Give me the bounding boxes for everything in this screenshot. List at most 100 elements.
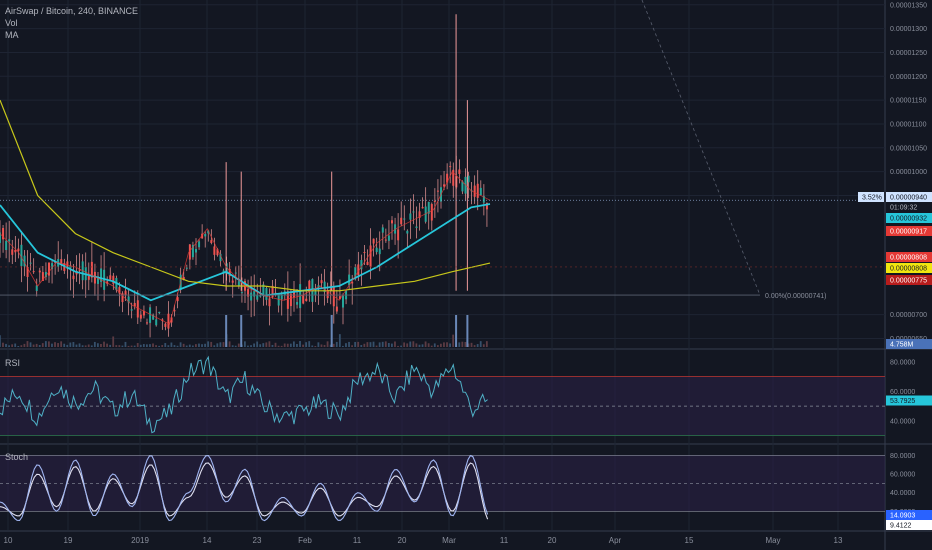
candle-body bbox=[415, 226, 418, 228]
x-tick-label: 20 bbox=[398, 536, 407, 545]
candle-body bbox=[35, 285, 38, 291]
candle-body bbox=[329, 289, 332, 291]
candle-body bbox=[152, 314, 155, 320]
volume-bar bbox=[381, 341, 384, 347]
volume-bar bbox=[418, 344, 421, 347]
candle-body bbox=[372, 238, 375, 244]
volume-bar bbox=[342, 345, 344, 347]
x-tick-label: 13 bbox=[834, 536, 843, 545]
candle-body bbox=[231, 280, 234, 283]
volume-bar bbox=[121, 345, 124, 347]
volume-bar bbox=[397, 345, 399, 347]
candle-body bbox=[250, 292, 253, 301]
volume-bar bbox=[400, 345, 402, 347]
volume-bar bbox=[149, 344, 151, 347]
candle-body bbox=[72, 275, 75, 280]
volume-bar bbox=[280, 345, 283, 347]
candle-body bbox=[280, 294, 283, 300]
volume-bar bbox=[305, 342, 308, 347]
stoch-pane-label[interactable]: Stoch bbox=[5, 452, 29, 462]
candle-body bbox=[93, 271, 96, 284]
candle-body bbox=[366, 261, 369, 265]
volume-bar bbox=[216, 343, 219, 347]
volume-bar bbox=[198, 343, 200, 347]
volume-bar bbox=[289, 343, 292, 347]
candle-body bbox=[403, 218, 406, 220]
candle-body bbox=[115, 277, 118, 291]
ma-indicator-label[interactable]: MA bbox=[5, 30, 19, 40]
candle-body bbox=[90, 261, 93, 278]
candle-body bbox=[228, 268, 231, 277]
rsi-tick-label: 60.0000 bbox=[890, 389, 915, 396]
candle-body bbox=[409, 213, 412, 220]
volume-bar bbox=[250, 345, 252, 347]
volume-bar bbox=[424, 341, 427, 347]
volume-bar bbox=[11, 344, 14, 347]
rsi-pane bbox=[0, 355, 885, 437]
price-tag bbox=[886, 252, 932, 262]
volume-bar bbox=[360, 345, 363, 347]
volume-bar bbox=[415, 343, 418, 347]
volume-bar bbox=[32, 344, 35, 347]
volume-bar bbox=[54, 342, 56, 347]
candle-body bbox=[369, 245, 372, 267]
candle-body bbox=[23, 255, 26, 267]
volume-bar bbox=[476, 344, 479, 347]
volume-bar bbox=[262, 343, 265, 347]
volume-bar bbox=[213, 345, 216, 347]
volume-bar bbox=[219, 342, 222, 347]
candle-body bbox=[320, 280, 323, 284]
volume-bar bbox=[237, 343, 240, 347]
candle-body bbox=[452, 169, 455, 186]
x-tick-label: Mar bbox=[442, 536, 456, 545]
volume-bar bbox=[286, 343, 289, 347]
volume-bar bbox=[449, 343, 451, 347]
percent-badge bbox=[858, 192, 884, 202]
volume-bar bbox=[127, 345, 130, 347]
volume-bar bbox=[311, 345, 314, 347]
candle-body bbox=[20, 244, 23, 267]
candle-body bbox=[271, 285, 274, 297]
price-tag bbox=[886, 263, 932, 273]
candle-body bbox=[176, 297, 179, 302]
volume-bar bbox=[176, 345, 179, 347]
volume-bar bbox=[274, 342, 277, 347]
price-tag-label: 01:09:32 bbox=[890, 205, 917, 212]
volume-spike bbox=[466, 315, 469, 347]
stoch-k-line bbox=[0, 454, 489, 522]
candle-body bbox=[296, 302, 299, 305]
vol-indicator-label[interactable]: Vol bbox=[5, 18, 18, 28]
candle-body bbox=[237, 281, 240, 287]
rsi-pane-label[interactable]: RSI bbox=[5, 358, 21, 368]
volume-bar bbox=[440, 343, 442, 347]
candle-body bbox=[188, 244, 191, 260]
volume-bar bbox=[427, 343, 430, 347]
volume-bar bbox=[38, 344, 41, 347]
volume-bar bbox=[118, 345, 121, 347]
volume-bar bbox=[100, 343, 102, 347]
volume-bar bbox=[81, 345, 84, 347]
volume-bar bbox=[14, 343, 17, 347]
volume-bar bbox=[78, 343, 81, 347]
rsi-band bbox=[0, 376, 885, 436]
volume-bar bbox=[17, 345, 20, 347]
price-tag-label: 0.00000808 bbox=[890, 266, 927, 273]
candle-body bbox=[305, 298, 308, 302]
volume-bar bbox=[296, 343, 298, 347]
volume-bar bbox=[185, 345, 188, 347]
volume-bar bbox=[124, 341, 127, 347]
volume-bar bbox=[302, 344, 304, 347]
volume-bar bbox=[23, 343, 26, 347]
candle-body bbox=[185, 267, 188, 269]
volume-bar bbox=[5, 343, 7, 347]
candle-body bbox=[195, 248, 197, 253]
candle-body bbox=[433, 200, 436, 202]
volume-bar bbox=[8, 345, 10, 347]
stoch-tick-label: 60.0000 bbox=[890, 472, 915, 479]
volume-bar bbox=[375, 345, 378, 347]
price-tick-label: 0.00001300 bbox=[890, 26, 927, 33]
volume-bar bbox=[48, 341, 50, 347]
price-tag bbox=[886, 202, 932, 212]
volume-bar bbox=[329, 344, 332, 347]
